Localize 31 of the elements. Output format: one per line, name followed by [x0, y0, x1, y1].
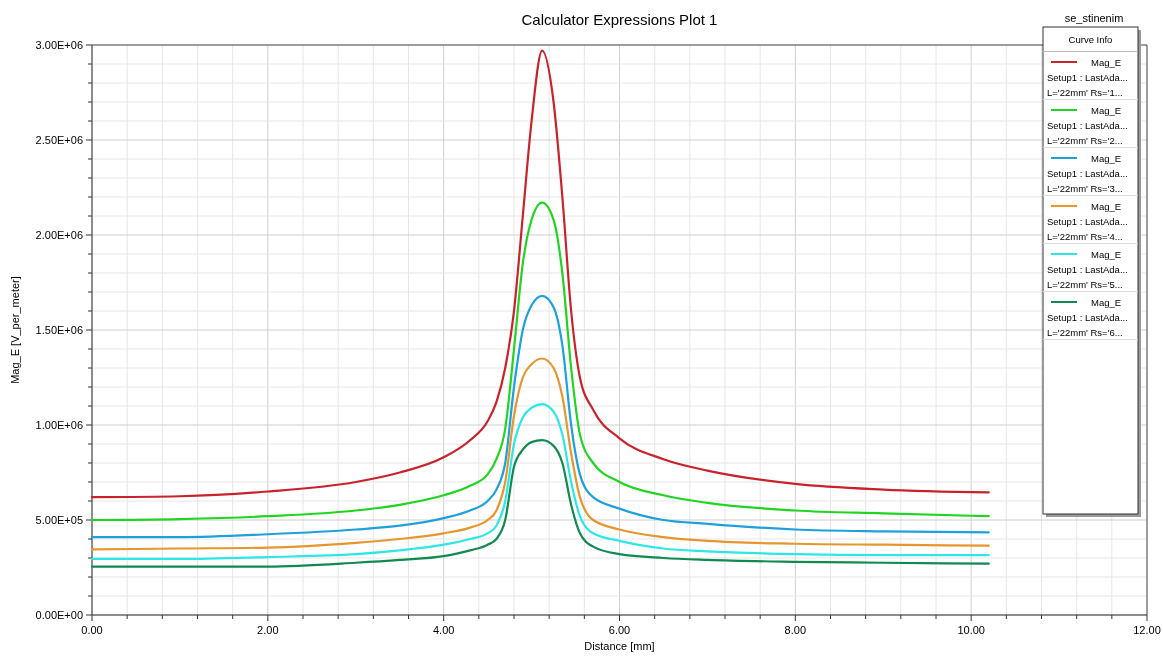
x-tick-label: 4.00 [432, 624, 455, 636]
legend-label: Mag_E Setup1 : LastAda... L='22mm' Rs='5... [1047, 249, 1128, 290]
legend-title: Curve Info [1068, 34, 1113, 45]
line-series [90, 357, 990, 551]
y-tick-label: 1.50E+06 [35, 324, 83, 336]
y-tick-label: 5.00E+05 [35, 514, 83, 526]
x-tick-label: 6.00 [608, 624, 631, 636]
legend-label: Mag_E Setup1 : LastAda... L='22mm' Rs='1... [1047, 57, 1128, 98]
line-series [90, 403, 990, 561]
line-series [90, 439, 990, 568]
y-tick-label: 2.00E+06 [35, 229, 83, 241]
chart-title: Calculator Expressions Plot 1 [521, 11, 718, 28]
x-tick-label: 10.00 [957, 624, 985, 636]
x-tick-label: 0.00 [81, 624, 103, 636]
legend-label: Mag_E Setup1 : LastAda... L='22mm' Rs='6... [1047, 297, 1128, 338]
y-tick-label: 3.00E+06 [35, 39, 83, 51]
y-tick-label: 1.00E+06 [35, 419, 83, 431]
x-tick-label: 8.00 [784, 624, 807, 636]
x-tick-label: 2.00 [257, 624, 279, 636]
line-series [90, 49, 990, 499]
line-series [90, 201, 990, 522]
text: se_stinenim [1064, 12, 1124, 24]
legend-label: Mag_E Setup1 : LastAda... L='22mm' Rs='2... [1047, 105, 1128, 146]
legend-label: Mag_E Setup1 : LastAda... L='22mm' Rs='4... [1047, 201, 1128, 242]
line-series [90, 294, 990, 539]
y-tick-label: 2.50E+06 [35, 134, 83, 146]
x-tick-label: 12.00 [1133, 624, 1161, 636]
y-tick-label: 0.00E+00 [35, 609, 83, 621]
y-axis-title: Mag_E [V_per_meter] [9, 276, 21, 384]
x-axis-title: Distance [mm] [584, 640, 655, 652]
legend-label: Mag_E Setup1 : LastAda... L='22mm' Rs='3... [1047, 153, 1128, 194]
